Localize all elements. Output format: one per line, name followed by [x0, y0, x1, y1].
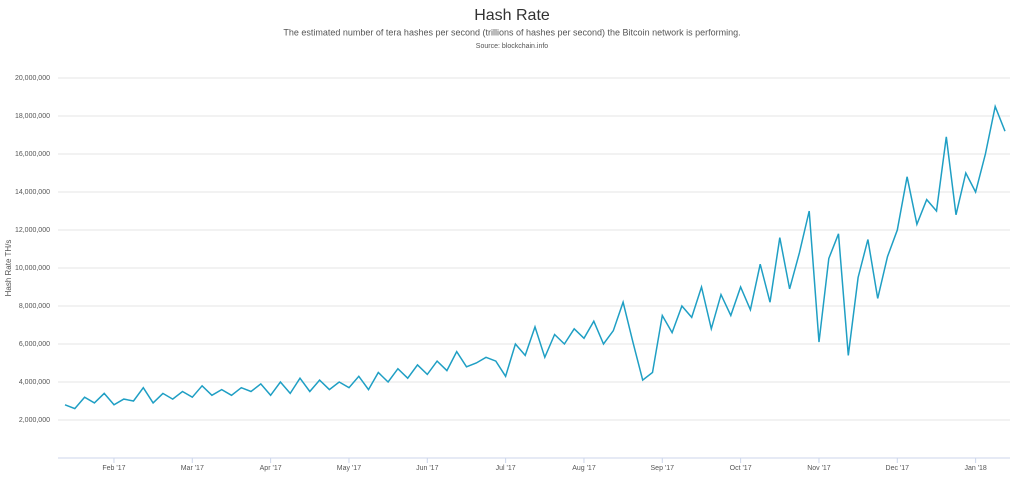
- x-tick-label: Nov '17: [807, 465, 831, 472]
- x-tick-label: Apr '17: [260, 465, 282, 472]
- y-tick-label: 18,000,000: [15, 113, 50, 120]
- x-tick-label: Oct '17: [730, 465, 752, 472]
- x-tick-label: Sep '17: [651, 465, 675, 472]
- y-tick-label: 12,000,000: [15, 227, 50, 234]
- x-tick-label: Mar '17: [181, 465, 204, 472]
- x-tick-label: May '17: [337, 465, 361, 472]
- y-tick-label: 4,000,000: [19, 379, 50, 386]
- x-tick-label: Feb '17: [102, 465, 125, 472]
- y-tick-label: 2,000,000: [19, 417, 50, 424]
- y-tick-label: 8,000,000: [19, 303, 50, 310]
- x-tick-label: Jun '17: [416, 465, 438, 472]
- data-line: [64, 103, 1006, 410]
- y-tick-label: 16,000,000: [15, 151, 50, 158]
- x-tick-label: Aug '17: [572, 465, 596, 472]
- chart-title: Hash Rate: [474, 7, 550, 24]
- y-axis-label: Hash Rate TH/s: [4, 240, 13, 297]
- y-tick-label: 10,000,000: [15, 265, 50, 272]
- chart-subtitle: The estimated number of tera hashes per …: [283, 27, 740, 37]
- x-tick-label: Jan '18: [964, 465, 986, 472]
- y-tick-label: 14,000,000: [15, 189, 50, 196]
- chart-source: Source: blockchain.info: [476, 43, 548, 50]
- x-tick-label: Dec '17: [886, 465, 910, 472]
- y-tick-label: 6,000,000: [19, 341, 50, 348]
- x-tick-label: Jul '17: [496, 465, 516, 472]
- y-tick-label: 20,000,000: [15, 75, 50, 82]
